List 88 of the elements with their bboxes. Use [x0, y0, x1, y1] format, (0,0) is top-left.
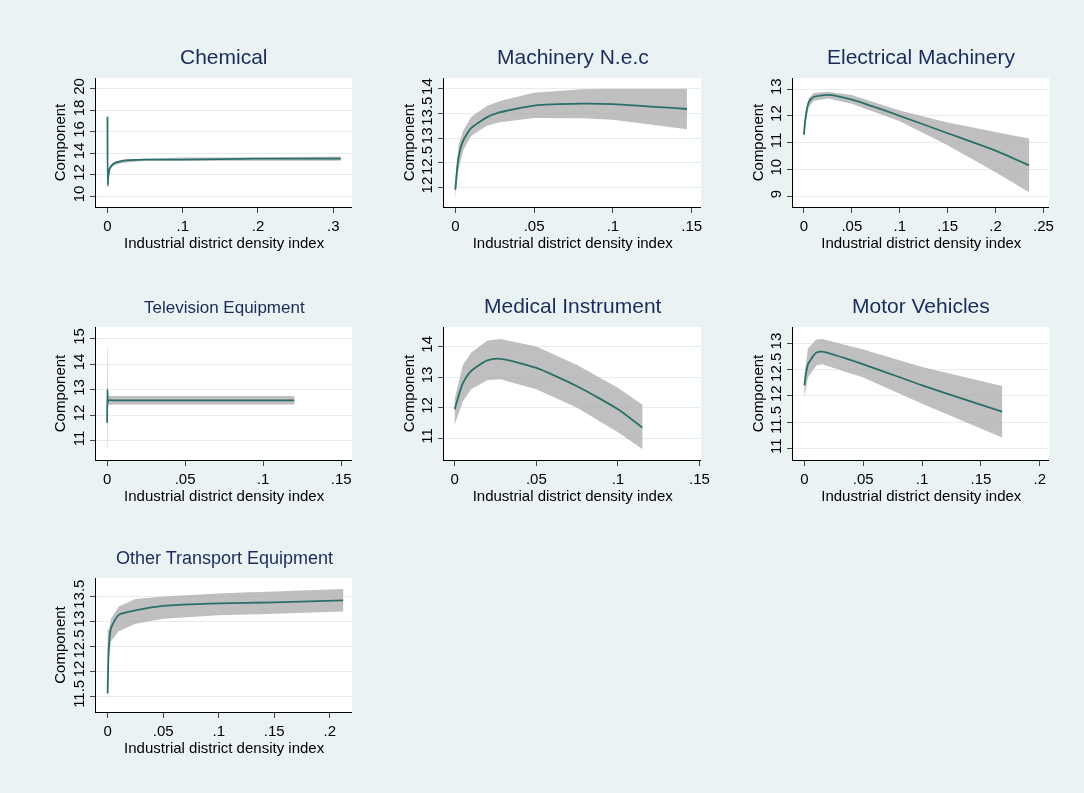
y-tick-label: 11.5 — [70, 679, 88, 708]
y-tick-label: 11 — [767, 438, 785, 454]
y-tick-label: 13 — [418, 127, 436, 145]
y-tick-label: 13 — [767, 78, 785, 96]
x-tick-label: .1 — [256, 470, 270, 487]
y-tick-label: 12 — [767, 385, 785, 402]
x-tick-label: .15 — [681, 217, 703, 234]
x-tick-label: .15 — [689, 470, 710, 487]
x-tick-label: .05 — [852, 470, 874, 487]
x-tick-label: .1 — [915, 470, 929, 487]
x-tick-label: .15 — [970, 470, 992, 487]
y-tick-label: 11 — [70, 430, 88, 447]
y-tick-label: 12.5 — [418, 145, 436, 176]
x-tick-label: .1 — [893, 217, 906, 234]
y-tick-label: 11.5 — [767, 405, 785, 434]
y-tick-label: 14 — [418, 78, 436, 95]
y-tick-label: 11 — [767, 132, 785, 149]
y-tick-label: 13 — [70, 379, 88, 396]
x-tick-label: .3 — [326, 217, 340, 234]
y-tick-label: 10 — [767, 158, 785, 176]
x-axis-title: Industrial district density index — [124, 739, 325, 756]
x-axis-title: Industrial district density index — [472, 234, 674, 251]
chart-title: Medical Instrument — [484, 294, 662, 317]
x-tick-label: 0 — [451, 217, 460, 234]
x-tick-label: 0 — [103, 722, 112, 739]
y-tick-label: 11 — [418, 428, 436, 444]
y-tick-label: 14 — [70, 142, 88, 160]
x-tick-label: .05 — [523, 217, 545, 234]
y-tick-label: 13.5 — [70, 579, 88, 609]
y-axis-title: Component — [748, 102, 766, 182]
x-tick-label: .2 — [251, 217, 265, 234]
y-tick-label: 12 — [767, 105, 785, 122]
y-tick-label: 12.5 — [70, 629, 88, 659]
chart-title: Motor Vehicles — [852, 294, 990, 317]
y-tick-label: 13 — [767, 332, 785, 350]
y-tick-label: 15 — [70, 328, 88, 345]
x-axis-title: Industrial district density index — [472, 487, 674, 504]
x-tick-label: .2 — [1033, 470, 1047, 487]
x-tick-label: .15 — [330, 470, 352, 487]
x-axis-title: Industrial district density index — [821, 487, 1022, 504]
x-tick-label: .05 — [152, 722, 174, 739]
x-tick-label: .2 — [323, 722, 337, 739]
y-tick-label: 12 — [418, 397, 436, 414]
y-tick-label: 12.5 — [767, 352, 785, 382]
y-tick-label: 13.5 — [418, 96, 436, 126]
x-tick-label: .1 — [212, 722, 225, 739]
y-axis-title: Component — [399, 102, 417, 182]
chart-title: Chemical — [180, 45, 268, 68]
chart-title: Television Equipment — [144, 298, 305, 317]
x-tick-label: 0 — [799, 217, 809, 234]
x-axis-title: Industrial district density index — [124, 487, 325, 504]
y-tick-label: 12 — [418, 176, 436, 194]
x-tick-label: 0 — [450, 470, 459, 487]
y-axis-title: Component — [51, 102, 69, 182]
x-tick-label: .1 — [611, 470, 625, 487]
x-axis-title: Industrial district density index — [124, 234, 325, 251]
x-tick-label: .2 — [989, 217, 1002, 234]
y-axis-title: Component — [399, 353, 417, 433]
x-tick-label: .15 — [937, 217, 959, 234]
y-tick-label: 12 — [70, 404, 88, 422]
y-axis-title: Component — [748, 353, 766, 433]
x-tick-label: .25 — [1033, 217, 1054, 234]
chart-title: Other Transport Equipment — [116, 548, 334, 568]
x-tick-label: .05 — [174, 470, 196, 487]
y-tick-label: 14 — [70, 353, 88, 371]
y-tick-label: 13 — [418, 366, 436, 384]
y-tick-label: 18 — [70, 99, 88, 117]
y-tick-label: 16 — [70, 121, 88, 138]
y-axis-title: Component — [51, 605, 69, 684]
x-tick-label: 0 — [103, 217, 112, 234]
x-tick-label: 0 — [800, 470, 809, 487]
x-axis-title: Industrial district density index — [821, 234, 1022, 251]
chart-title: Machinery N.e.c — [497, 45, 649, 68]
y-tick-label: 12 — [70, 164, 88, 181]
y-tick-label: 12 — [70, 660, 88, 678]
y-tick-label: 20 — [70, 78, 88, 95]
y-axis-title: Component — [51, 353, 69, 433]
x-tick-label: .1 — [176, 217, 189, 234]
x-tick-label: .05 — [525, 470, 547, 487]
x-tick-label: 0 — [102, 470, 112, 487]
y-tick-label: 9 — [767, 189, 785, 199]
x-tick-label: .15 — [263, 722, 285, 739]
y-tick-label: 13 — [70, 610, 88, 628]
x-tick-label: .1 — [606, 217, 620, 234]
chart-title: Electrical Machinery — [827, 45, 1016, 68]
x-tick-label: .05 — [841, 217, 863, 234]
y-tick-label: 10 — [70, 185, 88, 203]
y-tick-label: 14 — [418, 335, 436, 353]
